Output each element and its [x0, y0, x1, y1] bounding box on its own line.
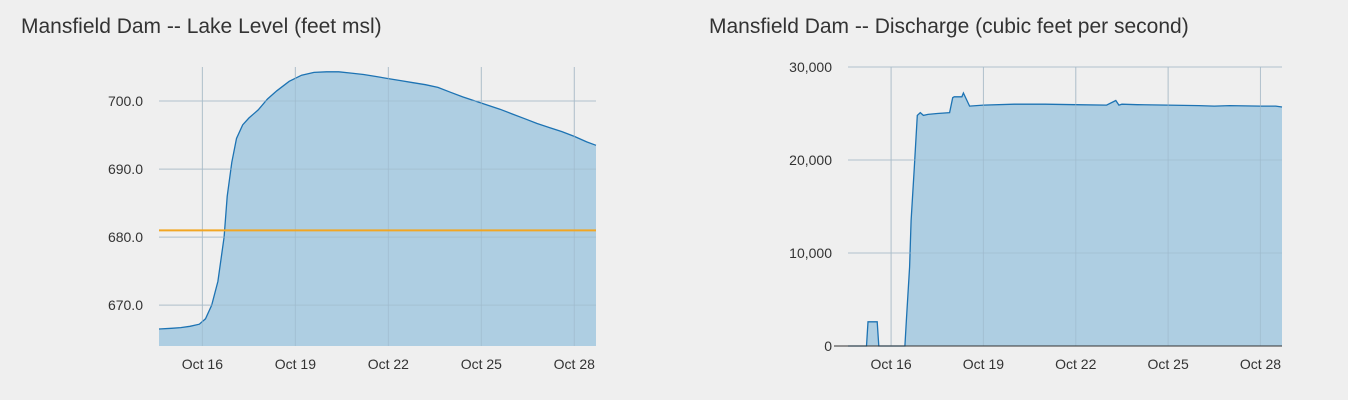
y-tick-label: 700.0: [108, 93, 143, 109]
y-tick-label: 680.0: [108, 229, 143, 245]
discharge-chart: Oct 16 Oct 19 Oct 22 Oct 25 Oct 28 0 10,000 20,…: [789, 59, 1283, 372]
y-tick-label: 20,000: [789, 152, 832, 168]
discharge-chart-title: Mansfield Dam -- Discharge (cubic feet p…: [709, 15, 1189, 38]
y-tick-label: 670.0: [108, 297, 143, 313]
page-bottom-border: [0, 400, 1348, 403]
x-tick-label: Oct 19: [275, 356, 316, 372]
discharge-chart-panel: Mansfield Dam -- Discharge (cubic feet p…: [688, 0, 1348, 400]
lake-level-chart-panel: Mansfield Dam -- Lake Level (feet msl) O…: [0, 0, 660, 400]
y-tick-label: 30,000: [789, 59, 832, 75]
y-tick-label: 690.0: [108, 161, 143, 177]
x-tick-label: Oct 16: [870, 356, 911, 372]
series-line: [158, 71, 597, 330]
y-tick-label: 10,000: [789, 245, 832, 261]
y-tick-label: 0: [824, 338, 832, 354]
x-tick-label: Oct 25: [1147, 356, 1188, 372]
x-tick-label: Oct 28: [554, 356, 595, 372]
x-tick-label: Oct 16: [182, 356, 223, 372]
x-tick-label: Oct 28: [1240, 356, 1281, 372]
x-tick-label: Oct 25: [461, 356, 502, 372]
series-area: [159, 71, 596, 347]
chart-1-plot: [834, 66, 1283, 347]
x-tick-label: Oct 22: [1055, 356, 1096, 372]
series-area: [848, 93, 1282, 346]
chart-0-plot: [158, 67, 597, 347]
x-tick-label: Oct 19: [963, 356, 1004, 372]
lake-level-chart-title: Mansfield Dam -- Lake Level (feet msl): [21, 15, 382, 38]
x-tick-label: Oct 22: [368, 356, 409, 372]
lake-level-chart: Oct 16 Oct 19 Oct 22 Oct 25 Oct 28 670.0 680.0…: [108, 67, 597, 372]
